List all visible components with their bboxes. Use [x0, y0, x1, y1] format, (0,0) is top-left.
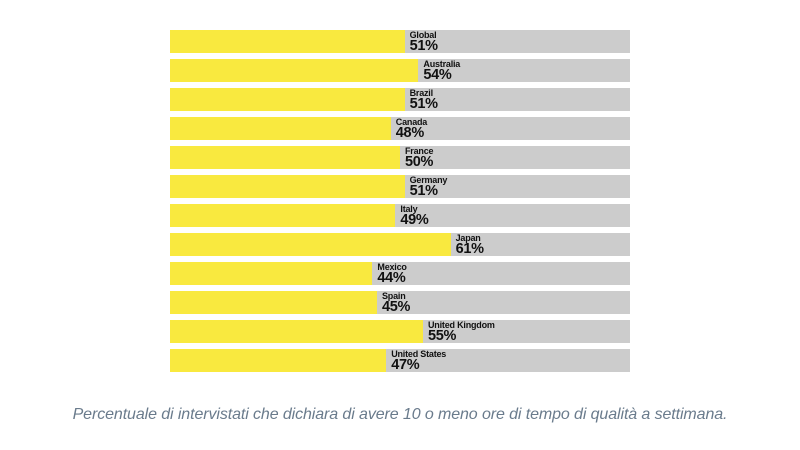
bar-fill — [170, 117, 391, 140]
bar-country-label: Mexico — [377, 262, 407, 272]
bar-label: Mexico 44% — [372, 262, 407, 286]
bar-country-label: Brazil — [409, 88, 434, 98]
bar-label: Japan 61% — [451, 233, 484, 257]
bar-label: Spain 45% — [377, 291, 411, 315]
bar-fill — [170, 349, 387, 372]
bar-row: Australia 54% — [170, 59, 630, 82]
bar-value-label: 54% — [423, 67, 452, 83]
bar-label: United States 47% — [386, 349, 447, 373]
bar-label: Global 51% — [405, 30, 438, 54]
bar-label: France 50% — [400, 146, 434, 170]
bar-row: Brazil 51% — [170, 88, 630, 111]
bar-value-label: 44% — [377, 270, 406, 286]
bar-country-label: Australia — [423, 59, 461, 69]
bar-value-label: 55% — [428, 328, 457, 344]
bar-value-label: 47% — [391, 357, 420, 373]
bar-row: Canada 48% — [170, 117, 630, 140]
bar-label: Italy 49% — [395, 204, 429, 228]
bar-row: United Kingdom 55% — [170, 320, 630, 343]
bar-country-label: United Kingdom — [428, 320, 495, 330]
bar-country-label: Spain — [382, 291, 406, 301]
bar-label: Brazil 51% — [405, 88, 438, 112]
bar-label: Australia 54% — [418, 59, 461, 83]
bar-country-label: Italy — [400, 204, 418, 214]
bar-chart: Global 51% Australia 54% Brazil 51% — [170, 30, 630, 378]
bar-value-label: 51% — [409, 183, 438, 199]
bar-fill — [170, 320, 423, 343]
bar-country-label: United States — [391, 349, 447, 359]
bar-row: France 50% — [170, 146, 630, 169]
bar-value-label: 45% — [382, 299, 411, 315]
bar-country-label: France — [405, 146, 434, 156]
bar-value-label: 51% — [409, 38, 438, 54]
bar-fill — [170, 204, 396, 227]
bar-fill — [170, 59, 419, 82]
bar-fill — [170, 291, 377, 314]
bar-value-label: 51% — [409, 96, 438, 112]
chart-caption: Percentuale di intervistati che dichiara… — [72, 406, 728, 423]
bar-label: United Kingdom 55% — [423, 320, 495, 344]
bar-value-label: 49% — [400, 212, 429, 228]
bar-value-label: 48% — [395, 125, 424, 141]
bar-fill — [170, 146, 400, 169]
bar-value-label: 61% — [455, 241, 484, 257]
bar-country-label: Canada — [395, 117, 428, 127]
bar-row: Germany 51% — [170, 175, 630, 198]
bar-row: Global 51% — [170, 30, 630, 53]
bar-country-label: Global — [409, 30, 437, 40]
bar-country-label: Germany — [409, 175, 448, 185]
bar-row: Italy 49% — [170, 204, 630, 227]
bar-fill — [170, 88, 405, 111]
bar-country-label: Japan — [455, 233, 481, 243]
bar-row: Spain 45% — [170, 291, 630, 314]
bar-row: Japan 61% — [170, 233, 630, 256]
bar-fill — [170, 175, 405, 198]
bar-label: Germany 51% — [405, 175, 448, 199]
bar-value-label: 50% — [405, 154, 434, 170]
bar-fill — [170, 233, 451, 256]
bar-row: Mexico 44% — [170, 262, 630, 285]
bar-row: United States 47% — [170, 349, 630, 372]
bar-fill — [170, 262, 373, 285]
bar-fill — [170, 30, 405, 53]
bar-label: Canada 48% — [391, 117, 428, 141]
